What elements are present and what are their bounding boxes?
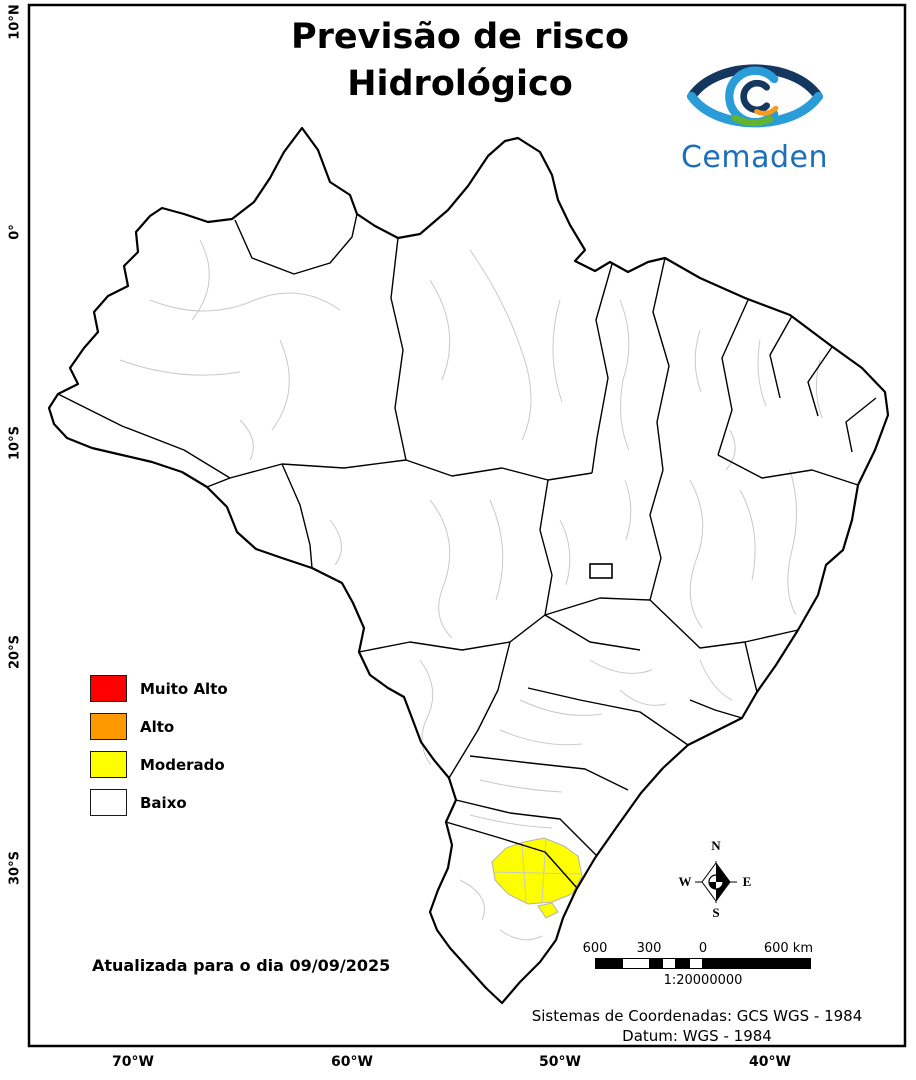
compass-north-label: N bbox=[711, 838, 721, 853]
coordinate-system-note: Sistemas de Coordenadas: GCS WGS - 1984 … bbox=[498, 1006, 896, 1047]
lat-label-0: 0° bbox=[7, 224, 23, 240]
cemaden-wordmark: Cemaden bbox=[680, 140, 829, 175]
lat-label-30s: 30°S bbox=[7, 851, 23, 885]
scale-label-600-left: 600 bbox=[582, 941, 608, 956]
compass-east-label: E bbox=[743, 874, 752, 889]
state-borders bbox=[57, 213, 877, 889]
scale-ratio: 1:20000000 bbox=[663, 973, 743, 988]
municipality-borders bbox=[119, 239, 823, 941]
lat-label-20s: 20°S bbox=[7, 635, 23, 669]
legend-swatch-muito-alto bbox=[90, 675, 127, 702]
compass-rose: N W E S bbox=[679, 838, 752, 920]
lon-label-50w: 50°W bbox=[539, 1054, 581, 1070]
legend-label-alto: Alto bbox=[140, 717, 175, 736]
legend-item-alto: Alto bbox=[90, 713, 228, 740]
distrito-federal-box bbox=[589, 563, 613, 579]
scale-label-300: 300 bbox=[636, 941, 662, 956]
cemaden-logo: Cemaden bbox=[662, 48, 847, 175]
scale-bar-graphic bbox=[595, 958, 811, 969]
brazil-coastline bbox=[47, 126, 890, 1005]
coordinate-system-line: Sistemas de Coordenadas: GCS WGS - 1984 bbox=[531, 1007, 863, 1025]
legend-swatch-baixo bbox=[90, 789, 127, 816]
lon-label-40w: 40°W bbox=[749, 1054, 791, 1070]
page-title: Previsão de risco Hidrológico bbox=[225, 14, 695, 108]
legend-swatch-moderado bbox=[90, 751, 127, 778]
risk-region-moderado bbox=[491, 837, 583, 919]
map-frame bbox=[27, 3, 907, 1048]
title-line-1: Previsão de risco bbox=[290, 17, 629, 57]
legend-label-muito-alto: Muito Alto bbox=[140, 679, 228, 698]
legend-item-baixo: Baixo bbox=[90, 789, 228, 816]
scale-label-600-km: 600 km bbox=[763, 941, 813, 956]
legend-label-moderado: Moderado bbox=[140, 755, 225, 774]
lat-label-10n: 10°N bbox=[7, 4, 23, 40]
brazil-country-fill bbox=[49, 128, 888, 1003]
risk-legend: Muito Alto Alto Moderado Baixo bbox=[90, 675, 228, 827]
lat-label-10s: 10°S bbox=[7, 426, 23, 460]
compass-south-label: S bbox=[712, 905, 719, 920]
lon-label-60w: 60°W bbox=[331, 1054, 373, 1070]
legend-item-muito-alto: Muito Alto bbox=[90, 675, 228, 702]
cemaden-eye-icon bbox=[686, 64, 823, 128]
legend-label-baixo: Baixo bbox=[140, 793, 187, 812]
datum-line: Datum: WGS - 1984 bbox=[622, 1027, 772, 1046]
scale-bar: 600 300 0 600 km 1:20000000 bbox=[583, 941, 813, 988]
legend-swatch-alto bbox=[90, 713, 127, 740]
lon-label-70w: 70°W bbox=[112, 1054, 154, 1070]
title-line-2: Hidrológico bbox=[347, 64, 573, 104]
compass-west-label: W bbox=[679, 874, 692, 889]
legend-item-moderado: Moderado bbox=[90, 751, 228, 778]
scale-label-0: 0 bbox=[698, 941, 708, 956]
update-date-note: Atualizada para o dia 09/09/2025 bbox=[92, 956, 391, 975]
scale-bar-labels: 600 300 0 600 km bbox=[583, 941, 813, 958]
